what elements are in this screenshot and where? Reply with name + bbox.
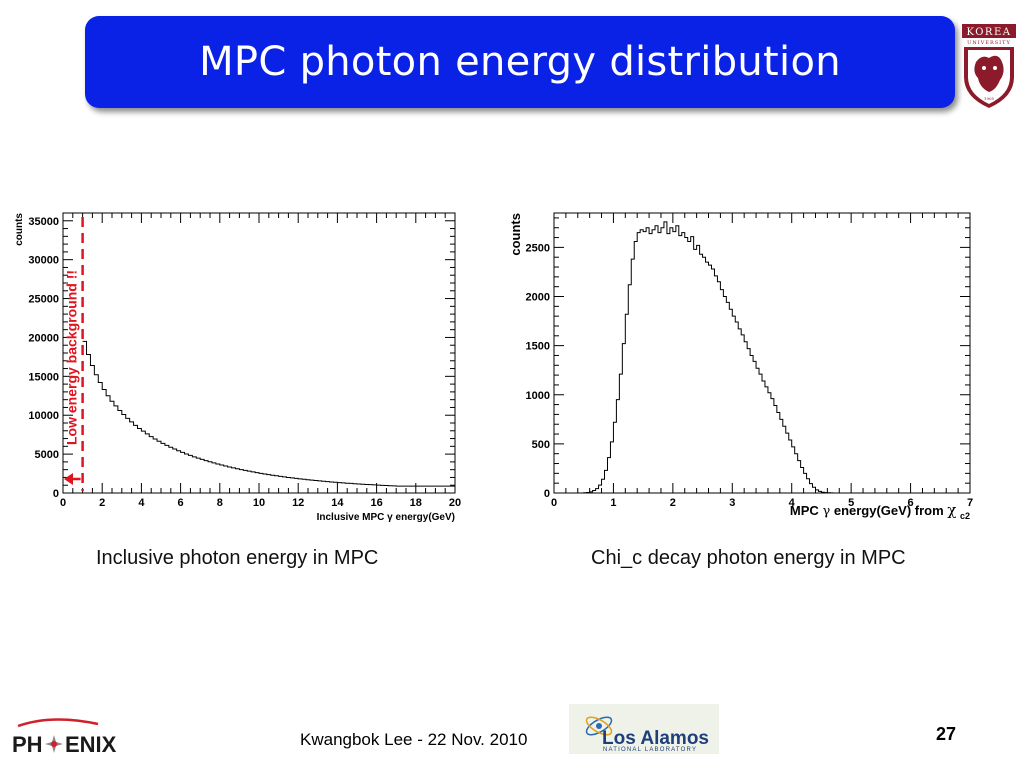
left-xtick-label: 6 (178, 497, 184, 509)
left-xtick-label: 2 (99, 497, 105, 509)
right-xtick-label: 2 (670, 497, 676, 509)
inclusive-photon-histogram: 0 2 4 6 8 10 12 14 16 18 20 0 5000 10000 15000 20000 25… (14, 212, 461, 523)
left-xtick-label: 8 (217, 497, 223, 509)
title-bar: MPC photon energy distribution (85, 16, 955, 108)
left-xtick-label: 14 (331, 497, 344, 509)
low-energy-background-label: Low energy background !! (64, 270, 80, 445)
los-alamos-logo: Los Alamos NATIONAL LABORATORY (569, 704, 719, 754)
right-xlabel-main: MPC (790, 503, 820, 518)
right-xtick-label: 6 (908, 497, 914, 509)
slide-title: MPC photon energy distribution (199, 39, 841, 85)
phenix-logo: PH ENIX (12, 718, 117, 757)
right-ytick-label: 1000 (526, 390, 550, 402)
right-xtick-label: 1 (610, 497, 616, 509)
left-xtick-label: 20 (449, 497, 461, 509)
left-xtick-label: 12 (292, 497, 304, 509)
lanl-subname: NATIONAL LABORATORY (603, 747, 697, 753)
chi-c-histogram-line (583, 221, 834, 494)
tiger-icon (974, 55, 1004, 92)
korea-logo-text: KOREA (967, 27, 1012, 38)
right-xtick-label: 7 (967, 497, 973, 509)
phenix-text-right: ENIX (65, 732, 117, 757)
korea-logo-subtext: UNIVERSITY (967, 40, 1011, 46)
right-xtick-label: 4 (789, 497, 796, 509)
left-xtick-label: 10 (253, 497, 265, 509)
left-xtick-label: 18 (410, 497, 422, 509)
inclusive-histogram-line (82, 340, 455, 487)
korea-logo-year: 1905 (984, 96, 995, 101)
right-xlabel-mid: energy(GeV) from (834, 503, 947, 518)
right-xlabel-sub: c2 (960, 511, 970, 521)
right-ylabel: counts (508, 213, 523, 256)
left-ytick-label: 15000 (28, 371, 59, 383)
left-ytick-label: 25000 (28, 294, 59, 306)
right-xtick-label: 3 (729, 497, 735, 509)
left-ytick-label: 0 (53, 488, 59, 500)
atom-icon (585, 716, 613, 736)
phenix-star-icon (45, 735, 63, 753)
korea-university-logo: KOREA UNIVERSITY 1905 (962, 24, 1016, 108)
right-xtick-label: 0 (551, 497, 557, 509)
caption-inclusive: Inclusive photon energy in MPC (96, 547, 379, 569)
left-xtick-label: 0 (60, 497, 66, 509)
left-ylabel: counts (14, 213, 25, 246)
phenix-text-left: PH (12, 732, 43, 757)
left-ytick-label: 20000 (28, 332, 59, 344)
right-ytick-label: 1500 (526, 341, 550, 353)
left-xtick-label: 16 (370, 497, 382, 509)
footer-author: Kwangbok Lee - 22 Nov. 2010 (300, 730, 528, 749)
right-xlabel-chi: χ (947, 501, 956, 519)
right-xlabel-gamma: γ (822, 504, 830, 519)
right-xtick-label: 5 (848, 497, 854, 509)
page-number: 27 (936, 724, 957, 744)
right-ytick-label: 500 (532, 439, 550, 451)
right-xlabel: MPC γ energy(GeV) from χ c2 (790, 501, 970, 521)
left-ytick-label: 10000 (28, 410, 59, 422)
left-ytick-label: 30000 (28, 255, 59, 267)
lanl-name: Los Alamos (602, 728, 709, 749)
left-xtick-label: 4 (138, 497, 145, 509)
cut-arrow-icon (64, 473, 81, 485)
left-ytick-label: 5000 (35, 449, 59, 461)
left-ytick-label: 35000 (28, 216, 59, 228)
right-ytick-label: 0 (544, 488, 550, 500)
chi-c-photon-histogram: 0 1 2 3 4 5 6 7 0 500 1000 1500 2000 2500 counts MPC… (508, 212, 973, 521)
caption-chi-c: Chi_c decay photon energy in MPC (591, 547, 906, 569)
right-ytick-label: 2500 (526, 242, 550, 254)
left-xlabel: Inclusive MPC γ energy(GeV) (317, 512, 455, 523)
right-ytick-label: 2000 (526, 292, 550, 304)
